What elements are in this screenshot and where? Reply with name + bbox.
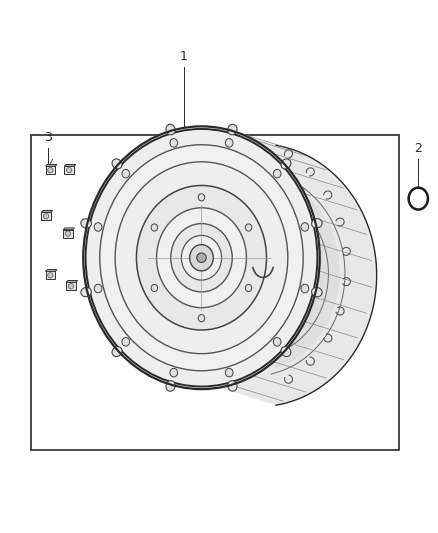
Text: 2: 2 [414, 142, 422, 155]
Ellipse shape [156, 208, 247, 308]
Polygon shape [46, 165, 57, 166]
Ellipse shape [81, 287, 92, 297]
Polygon shape [223, 180, 323, 351]
Ellipse shape [181, 236, 222, 280]
Circle shape [43, 214, 49, 219]
Ellipse shape [170, 139, 178, 147]
FancyBboxPatch shape [46, 166, 55, 174]
FancyBboxPatch shape [66, 282, 76, 290]
Ellipse shape [94, 284, 102, 293]
Circle shape [48, 167, 53, 173]
Ellipse shape [311, 287, 322, 297]
Ellipse shape [151, 284, 158, 292]
Polygon shape [219, 128, 377, 405]
Ellipse shape [281, 159, 291, 169]
Ellipse shape [94, 223, 102, 231]
Ellipse shape [83, 126, 320, 389]
Circle shape [197, 253, 206, 262]
Ellipse shape [198, 193, 205, 201]
Ellipse shape [85, 129, 318, 386]
Ellipse shape [190, 245, 213, 271]
Ellipse shape [137, 185, 266, 330]
FancyBboxPatch shape [46, 271, 55, 279]
Ellipse shape [225, 139, 233, 147]
Ellipse shape [273, 337, 281, 346]
Polygon shape [41, 211, 53, 212]
Ellipse shape [273, 169, 281, 178]
Ellipse shape [166, 381, 175, 391]
Ellipse shape [311, 219, 322, 228]
Circle shape [68, 284, 74, 289]
Circle shape [65, 231, 71, 236]
Ellipse shape [81, 219, 92, 228]
Ellipse shape [228, 381, 237, 391]
Ellipse shape [171, 223, 232, 292]
Ellipse shape [245, 284, 252, 292]
Ellipse shape [301, 223, 309, 231]
Ellipse shape [122, 337, 130, 346]
Text: 1: 1 [180, 50, 188, 63]
FancyBboxPatch shape [63, 230, 73, 238]
Bar [31, 135, 399, 450]
Circle shape [67, 167, 72, 173]
Polygon shape [63, 228, 74, 230]
Ellipse shape [166, 124, 175, 135]
Ellipse shape [225, 368, 233, 377]
Ellipse shape [281, 346, 291, 357]
Polygon shape [64, 165, 76, 166]
Ellipse shape [170, 368, 178, 377]
Ellipse shape [112, 159, 122, 169]
Ellipse shape [100, 145, 303, 371]
Ellipse shape [409, 188, 428, 209]
Ellipse shape [228, 124, 237, 135]
Text: 3: 3 [44, 131, 52, 144]
Ellipse shape [115, 162, 288, 354]
Polygon shape [228, 163, 340, 368]
Circle shape [48, 273, 53, 278]
Ellipse shape [198, 314, 205, 322]
Ellipse shape [245, 224, 252, 231]
Ellipse shape [112, 346, 122, 357]
Ellipse shape [122, 169, 130, 178]
Ellipse shape [301, 284, 309, 293]
Ellipse shape [151, 224, 158, 231]
FancyBboxPatch shape [41, 212, 51, 220]
Polygon shape [46, 270, 57, 271]
Polygon shape [66, 280, 78, 282]
FancyBboxPatch shape [64, 166, 74, 174]
